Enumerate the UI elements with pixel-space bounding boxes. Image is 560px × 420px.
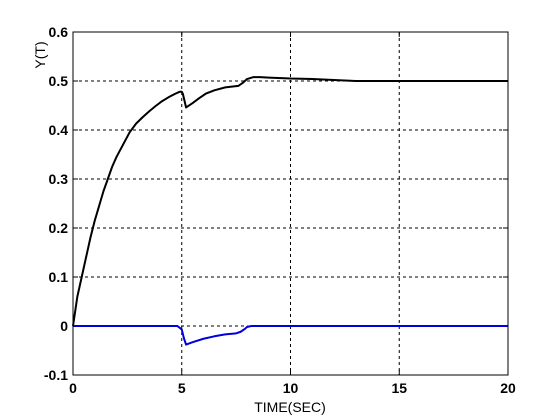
x-axis-label: TIME(SEC) [254,399,326,415]
x-tick-label: 5 [178,380,186,396]
y-tick-label: 0.1 [49,269,69,285]
series-line-1 [72,76,508,327]
y-tick-label: -0.1 [44,367,68,383]
series-group [72,76,508,346]
y-tick-label: 0 [60,318,68,334]
y-tick-label: 0.3 [49,171,69,187]
y-tick-label: 0.4 [49,122,69,138]
plot-frame [72,31,509,376]
plot-area [72,31,509,376]
y-tick-label: 0.5 [49,73,69,89]
x-tick-label: 20 [500,380,516,396]
series-line-2 [73,325,508,346]
x-tick-label: 15 [391,380,407,396]
y-tick-label: 0.2 [49,220,69,236]
y-axis-label: Y(T) [32,41,48,68]
y-tick-label: 0.6 [49,24,69,40]
x-tick-label: 10 [283,380,299,396]
x-tick-label: 0 [69,380,77,396]
